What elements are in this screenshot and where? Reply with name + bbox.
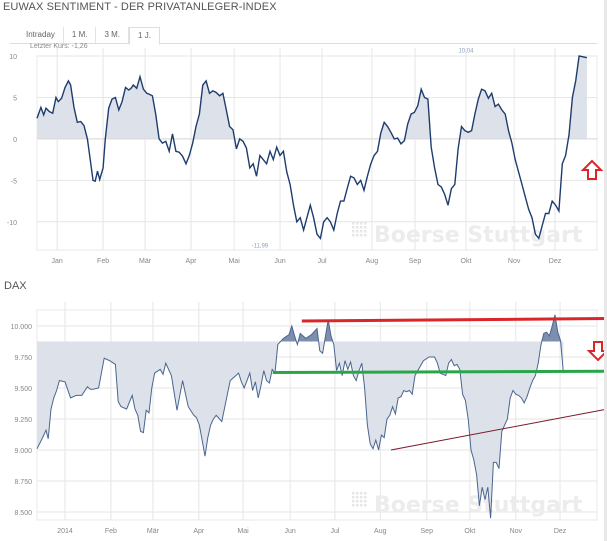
dax-line	[36, 314, 564, 519]
x-tick-label: Apr	[186, 258, 198, 265]
x-tick-label: Mai	[228, 258, 240, 265]
x-tick-label: Feb	[97, 258, 109, 265]
x-tick-label: Jun	[274, 258, 285, 265]
above-reference-area	[37, 314, 564, 342]
watermark-dot	[360, 226, 363, 229]
watermark-dot	[356, 496, 359, 499]
sentiment-line	[36, 55, 588, 241]
y-tick-label: -5	[11, 178, 17, 185]
watermark-dot	[364, 504, 367, 507]
watermark-dot	[364, 496, 367, 499]
tab-1-month[interactable]: 1 M.	[64, 27, 97, 43]
positive-area	[37, 56, 587, 139]
x-tick-label: Aug	[374, 528, 387, 535]
last-price-label: Letzter Kurs: -1,26	[30, 43, 88, 50]
y-tick-label: 5	[13, 95, 17, 102]
arrow-down-icon	[586, 341, 607, 362]
watermark-dot	[360, 234, 363, 237]
x-tick-label: Nov	[510, 528, 523, 535]
x-tick-label: Jun	[284, 528, 295, 535]
watermark-dot	[356, 492, 359, 495]
watermark-dot	[352, 222, 355, 225]
watermark-dot	[360, 222, 363, 225]
support-line	[272, 369, 607, 374]
x-tick-label: Sep	[421, 528, 434, 535]
watermark-dot	[360, 230, 363, 233]
x-tick-label: Jul	[318, 258, 327, 265]
x-tick-label: Nov	[508, 258, 521, 265]
watermark: Boerse Stuttgart	[374, 223, 583, 248]
watermark-dot	[352, 226, 355, 229]
watermark-dot	[364, 234, 367, 237]
watermark-dot	[360, 496, 363, 499]
x-tick-label: Okt	[464, 528, 475, 535]
trend-line	[390, 408, 607, 451]
page-scrollbar[interactable]	[604, 0, 607, 541]
watermark-dot	[352, 496, 355, 499]
tab-intraday[interactable]: Intraday	[18, 27, 64, 43]
y-tick-label: 9.250	[14, 417, 32, 424]
x-tick-label: 2014	[57, 528, 73, 535]
timeframe-tabs: Intraday 1 M. 3 M. 1 J.	[10, 27, 597, 45]
x-tick-label: Mär	[147, 528, 160, 535]
x-tick-label: Okt	[461, 258, 472, 265]
x-tick-label: Aug	[366, 258, 379, 265]
x-tick-label: Apr	[193, 528, 205, 535]
y-tick-label: 8.750	[14, 479, 32, 486]
watermark-dot	[352, 492, 355, 495]
y-tick-label: 9.000	[14, 448, 32, 455]
watermark-dot	[352, 234, 355, 237]
watermark-dot	[356, 222, 359, 225]
tab-1-year[interactable]: 1 J.	[129, 27, 160, 45]
x-tick-label: Jan	[52, 258, 63, 265]
x-tick-label: Dez	[549, 258, 562, 265]
euwax-sentiment-chart: 10 5 0 -5 -10 Jan Feb Mär Apr Mai Jun Jul Aug Sep Okt N…	[7, 48, 604, 265]
watermark-dot	[360, 492, 363, 495]
x-tick-label: Mär	[139, 258, 152, 265]
dax-title: DAX	[4, 280, 27, 292]
x-tick-label: Dez	[554, 528, 567, 535]
y-tick-label: 8.500	[14, 510, 32, 517]
arrow-up-icon	[580, 159, 604, 180]
x-tick-label: Mai	[237, 528, 249, 535]
x-tick-label: Jul	[330, 528, 339, 535]
watermark-dot	[352, 230, 355, 233]
y-tick-label: -10	[7, 220, 17, 227]
watermark-dot	[364, 492, 367, 495]
y-tick-label: 0	[13, 137, 17, 144]
watermark-dot	[356, 504, 359, 507]
max-value-label: 10,04	[458, 49, 474, 55]
resistance-line	[301, 317, 607, 323]
watermark-dot	[356, 226, 359, 229]
y-tick-label: 10	[9, 54, 17, 61]
y-tick-label: 9.500	[14, 386, 32, 393]
min-value-label: -11,99	[252, 243, 269, 249]
watermark-dot	[360, 500, 363, 503]
y-tick-label: 9.750	[14, 355, 32, 362]
below-reference-area	[37, 341, 564, 519]
watermark-dot	[364, 222, 367, 225]
x-tick-label: Sep	[409, 258, 422, 265]
watermark-dot	[352, 504, 355, 507]
x-tick-label: Feb	[105, 528, 117, 535]
watermark-dot	[352, 500, 355, 503]
watermark-dot	[364, 226, 367, 229]
watermark-dot	[364, 500, 367, 503]
page-title: EUWAX SENTIMENT - DER PRIVATANLEGER-INDE…	[3, 1, 277, 13]
watermark-dot	[356, 500, 359, 503]
watermark-dot	[360, 504, 363, 507]
watermark-dot	[356, 230, 359, 233]
tab-3-months[interactable]: 3 M.	[96, 27, 130, 43]
watermark-dot	[356, 234, 359, 237]
watermark-dot	[364, 230, 367, 233]
y-tick-label: 10.000	[11, 324, 33, 331]
